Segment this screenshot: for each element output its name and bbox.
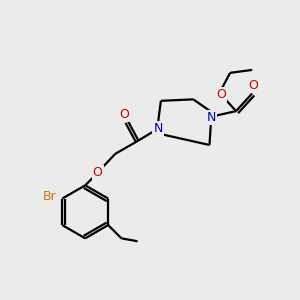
Text: N: N — [153, 122, 163, 135]
Text: O: O — [249, 79, 259, 92]
Text: O: O — [119, 108, 129, 121]
Text: O: O — [216, 88, 226, 101]
Text: N: N — [206, 110, 216, 124]
Text: O: O — [93, 167, 103, 179]
Text: Br: Br — [43, 190, 57, 203]
